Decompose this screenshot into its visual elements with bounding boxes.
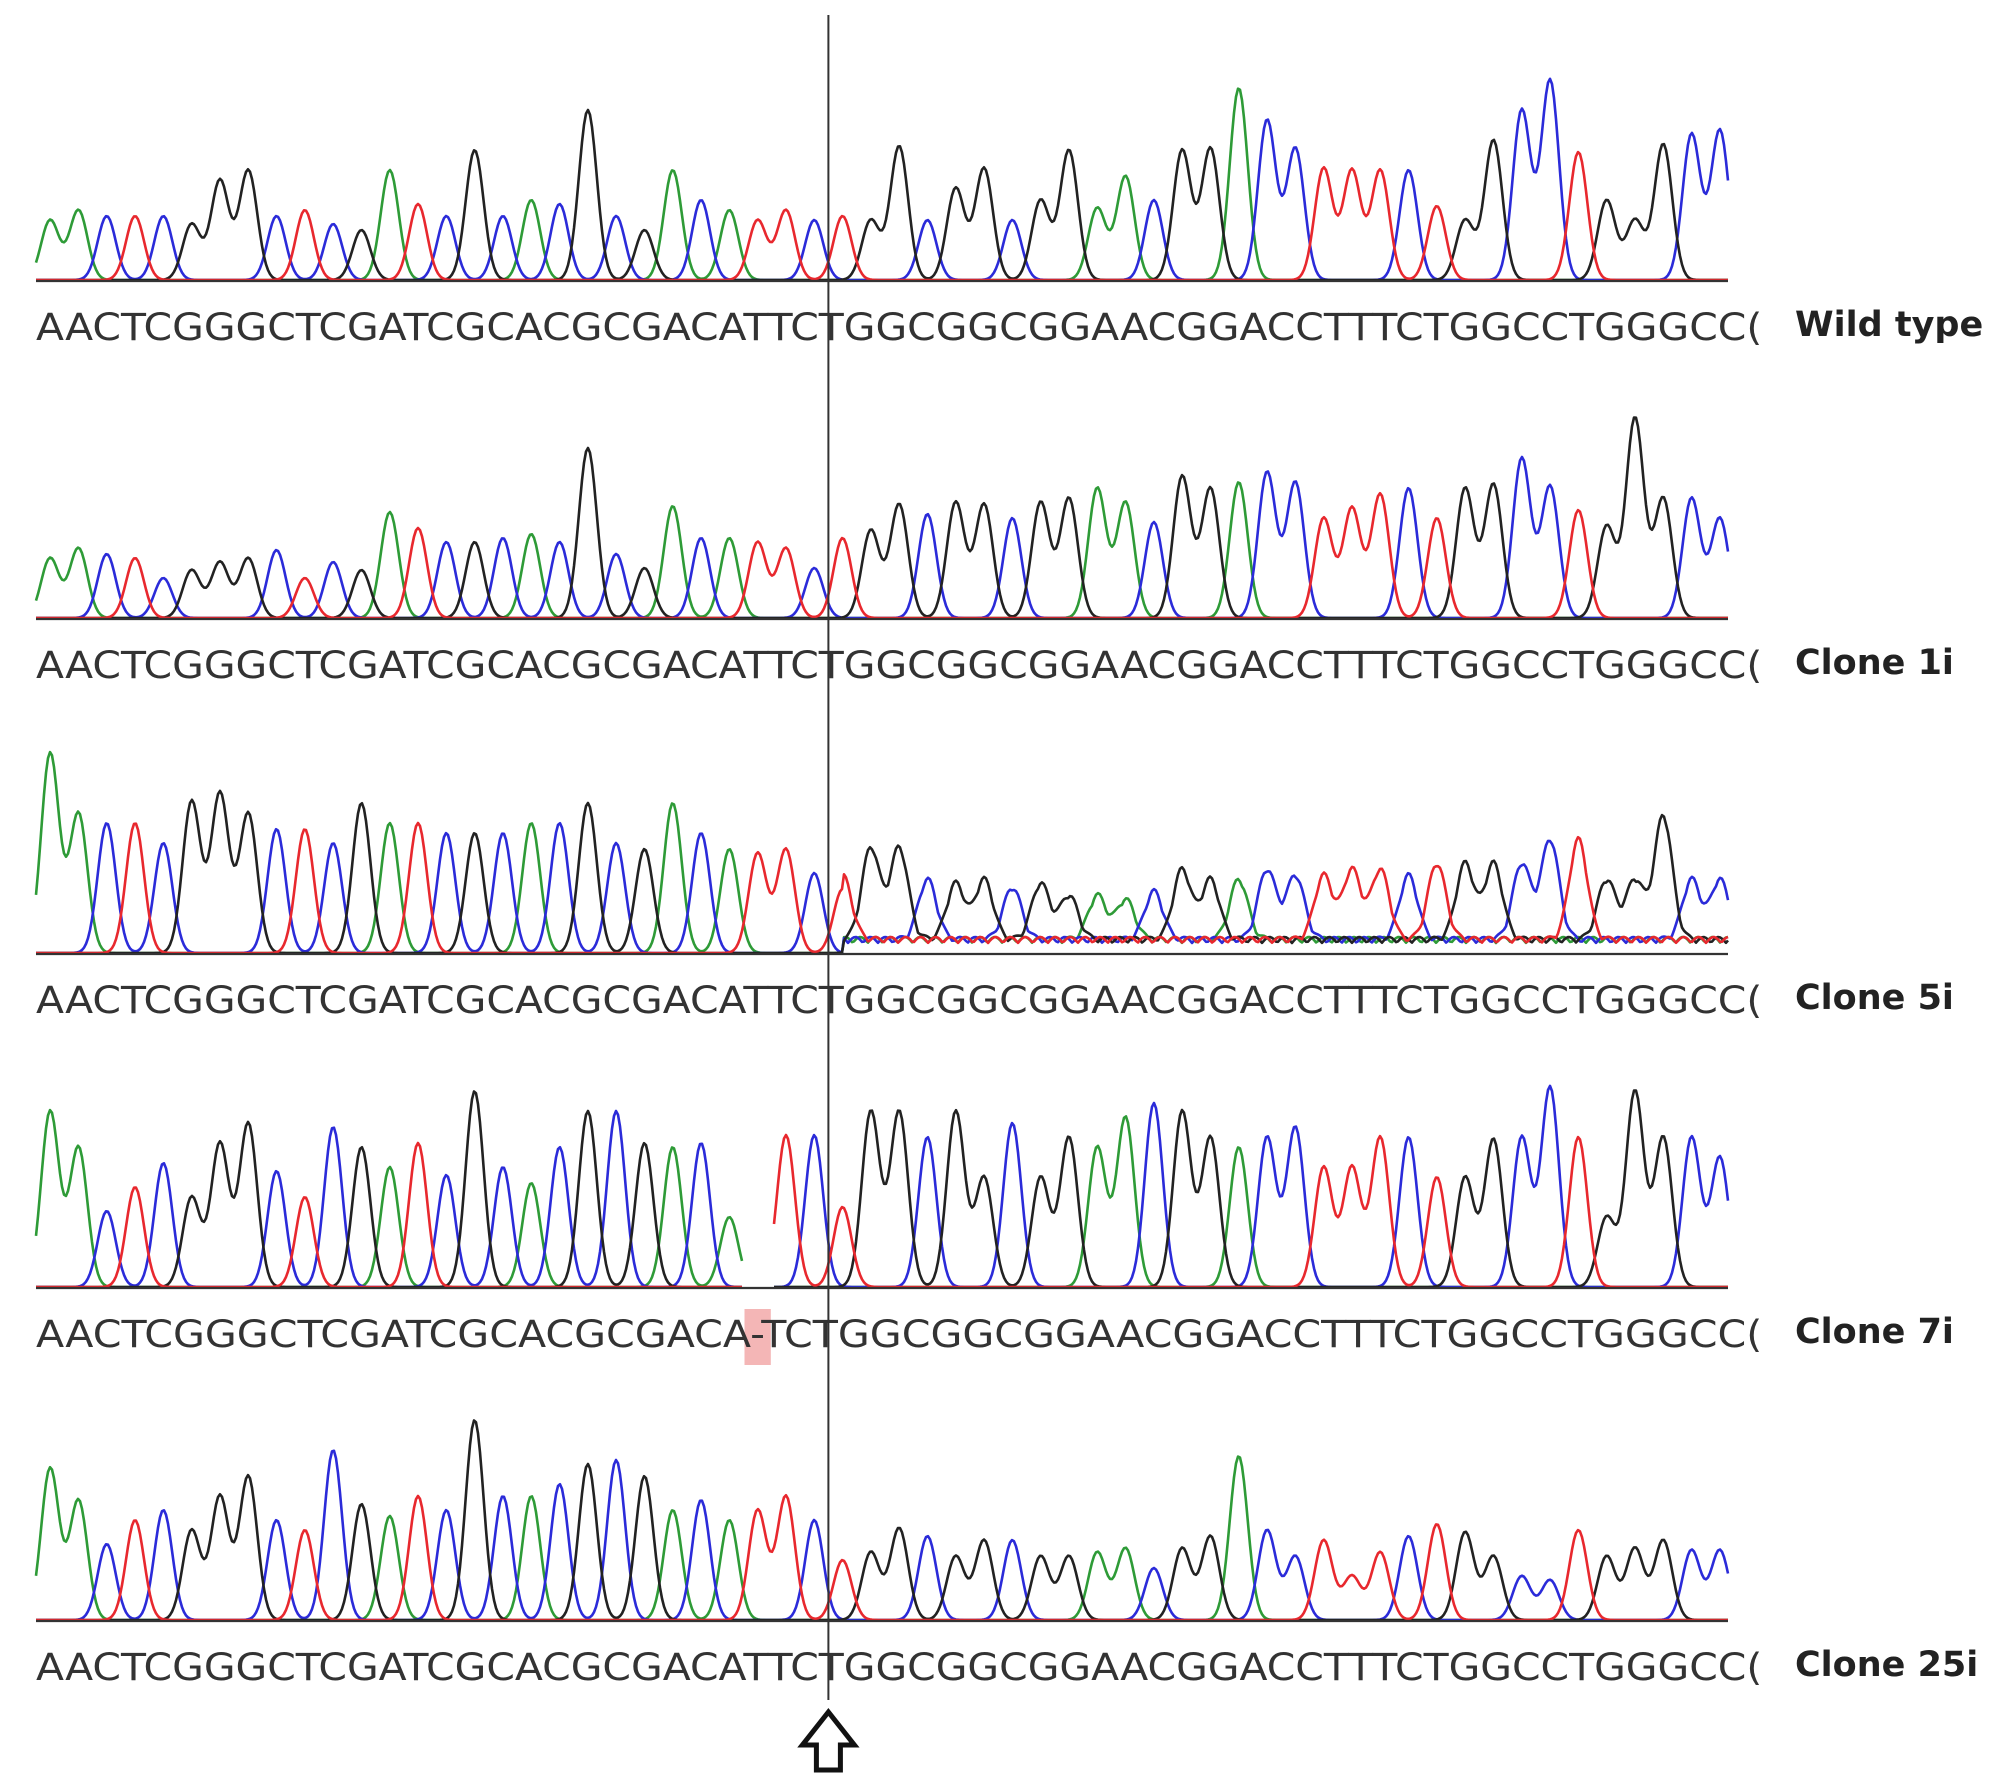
trace-C (774, 1084, 1730, 1289)
trace-C (36, 455, 1730, 620)
panel-label: Clone 1i (1795, 643, 1954, 683)
cut-site-arrow-icon (797, 1707, 860, 1773)
sequence-text: AACTCGGGCTCGATCGCACGCGACATTCTGGCGGCGGAAC… (36, 644, 1762, 687)
chromatogram-panels: AACTCGGGCTCGATCGCACGCGACATTCTGGCGGCGGAAC… (34, 77, 1983, 1689)
panel-4: AACTCGGGCTCGATCGCACGCGACA-TCTGGCGGCGGAAC… (34, 1084, 1954, 1365)
sequence-text: AACTCGGGCTCGATCGCACGCGACATTCTGGCGGCGGAAC… (36, 306, 1762, 349)
trace-G (36, 416, 1728, 620)
panel-label: Wild type (1795, 305, 1983, 345)
trace-T (36, 821, 1729, 955)
panel-label: Clone 5i (1795, 978, 1954, 1018)
trace-T (36, 150, 1728, 282)
sequence-text: AACTCGGGCTCGATCGCACGCGACA-TCTGGCGGCGGAAC… (36, 1313, 1762, 1356)
panel-2: AACTCGGGCTCGATCGCACGCGACATTCTGGCGGCGGAAC… (34, 416, 1954, 687)
panel-5: AACTCGGGCTCGATCGCACGCGACATTCTGGCGGCGGAAC… (34, 1419, 1978, 1689)
trace-A (34, 87, 1728, 282)
gap-highlight (744, 1309, 771, 1365)
trace-C (36, 77, 1730, 282)
panel-label: Clone 7i (1795, 1312, 1954, 1352)
trace-G (36, 1090, 742, 1289)
sequence-text: AACTCGGGCTCGATCGCACGCGACATTCTGGCGGCGGAAC… (36, 979, 1762, 1022)
trace-C (36, 821, 1730, 955)
panel-3: AACTCGGGCTCGATCGCACGCGACATTCTGGCGGCGGAAC… (34, 750, 1954, 1022)
panel-label: Clone 25i (1795, 1645, 1978, 1685)
sequence-text: AACTCGGGCTCGATCGCACGCGACATTCTGGCGGCGGAAC… (36, 1646, 1762, 1689)
panel-1: AACTCGGGCTCGATCGCACGCGACATTCTGGCGGCGGAAC… (34, 77, 1983, 349)
trace-T (36, 1141, 742, 1289)
